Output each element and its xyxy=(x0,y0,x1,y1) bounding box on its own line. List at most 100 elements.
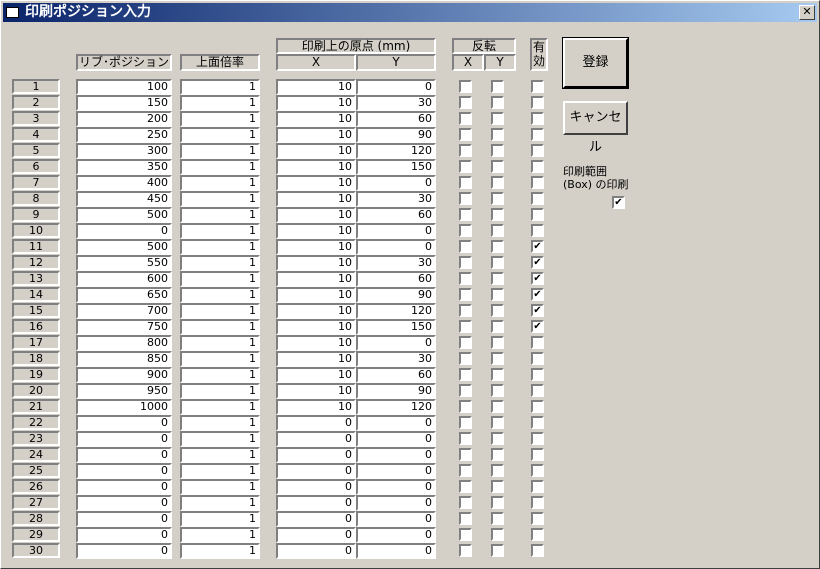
origin-y-input[interactable]: 150 xyxy=(356,319,436,335)
origin-y-input[interactable]: 90 xyxy=(356,287,436,303)
flip-y-checkbox[interactable] xyxy=(491,464,504,477)
ribbon-position-input[interactable]: 750 xyxy=(76,319,172,335)
origin-x-input[interactable]: 10 xyxy=(276,271,356,287)
valid-checkbox[interactable] xyxy=(531,336,544,349)
ribbon-position-input[interactable]: 100 xyxy=(76,79,172,95)
origin-x-input[interactable]: 0 xyxy=(276,543,356,559)
origin-y-input[interactable]: 0 xyxy=(356,463,436,479)
origin-x-input[interactable]: 10 xyxy=(276,399,356,415)
flip-y-checkbox[interactable] xyxy=(491,320,504,333)
flip-y-checkbox[interactable] xyxy=(491,496,504,509)
origin-y-input[interactable]: 90 xyxy=(356,127,436,143)
valid-checkbox[interactable] xyxy=(531,144,544,157)
flip-x-checkbox[interactable] xyxy=(459,192,472,205)
flip-y-checkbox[interactable] xyxy=(491,448,504,461)
flip-x-checkbox[interactable] xyxy=(459,80,472,93)
flip-y-checkbox[interactable] xyxy=(491,80,504,93)
ribbon-position-input[interactable]: 0 xyxy=(76,431,172,447)
flip-x-checkbox[interactable] xyxy=(459,96,472,109)
ribbon-position-input[interactable]: 0 xyxy=(76,495,172,511)
ribbon-position-input[interactable]: 450 xyxy=(76,191,172,207)
flip-x-checkbox[interactable] xyxy=(459,304,472,317)
flip-x-checkbox[interactable] xyxy=(459,336,472,349)
flip-y-checkbox[interactable] xyxy=(491,96,504,109)
origin-y-input[interactable]: 0 xyxy=(356,447,436,463)
scale-input[interactable]: 1 xyxy=(180,143,260,159)
flip-y-checkbox[interactable] xyxy=(491,336,504,349)
valid-checkbox[interactable] xyxy=(531,400,544,413)
flip-y-checkbox[interactable] xyxy=(491,432,504,445)
flip-x-checkbox[interactable] xyxy=(459,352,472,365)
origin-x-input[interactable]: 10 xyxy=(276,111,356,127)
origin-y-input[interactable]: 90 xyxy=(356,383,436,399)
origin-x-input[interactable]: 0 xyxy=(276,495,356,511)
flip-x-checkbox[interactable] xyxy=(459,528,472,541)
flip-y-checkbox[interactable] xyxy=(491,240,504,253)
flip-x-checkbox[interactable] xyxy=(459,416,472,429)
origin-y-input[interactable]: 0 xyxy=(356,415,436,431)
origin-x-input[interactable]: 0 xyxy=(276,527,356,543)
ribbon-position-input[interactable]: 200 xyxy=(76,111,172,127)
scale-input[interactable]: 1 xyxy=(180,127,260,143)
origin-x-input[interactable]: 10 xyxy=(276,143,356,159)
flip-y-checkbox[interactable] xyxy=(491,400,504,413)
ribbon-position-input[interactable]: 600 xyxy=(76,271,172,287)
scale-input[interactable]: 1 xyxy=(180,415,260,431)
flip-x-checkbox[interactable] xyxy=(459,224,472,237)
flip-x-checkbox[interactable] xyxy=(459,464,472,477)
origin-y-input[interactable]: 60 xyxy=(356,271,436,287)
scale-input[interactable]: 1 xyxy=(180,223,260,239)
scale-input[interactable]: 1 xyxy=(180,239,260,255)
flip-x-checkbox[interactable] xyxy=(459,240,472,253)
valid-checkbox[interactable] xyxy=(531,448,544,461)
origin-y-input[interactable]: 60 xyxy=(356,111,436,127)
flip-x-checkbox[interactable] xyxy=(459,112,472,125)
flip-y-checkbox[interactable] xyxy=(491,176,504,189)
flip-y-checkbox[interactable] xyxy=(491,544,504,557)
origin-y-input[interactable]: 0 xyxy=(356,495,436,511)
flip-x-checkbox[interactable] xyxy=(459,480,472,493)
ribbon-position-input[interactable]: 800 xyxy=(76,335,172,351)
valid-checkbox[interactable] xyxy=(531,432,544,445)
origin-x-input[interactable]: 10 xyxy=(276,351,356,367)
origin-x-input[interactable]: 0 xyxy=(276,479,356,495)
flip-y-checkbox[interactable] xyxy=(491,384,504,397)
ribbon-position-input[interactable]: 500 xyxy=(76,207,172,223)
flip-x-checkbox[interactable] xyxy=(459,288,472,301)
origin-y-input[interactable]: 0 xyxy=(356,543,436,559)
origin-y-input[interactable]: 0 xyxy=(356,511,436,527)
origin-x-input[interactable]: 10 xyxy=(276,303,356,319)
ribbon-position-input[interactable]: 0 xyxy=(76,543,172,559)
scale-input[interactable]: 1 xyxy=(180,159,260,175)
ribbon-position-input[interactable]: 150 xyxy=(76,95,172,111)
flip-y-checkbox[interactable] xyxy=(491,192,504,205)
flip-y-checkbox[interactable] xyxy=(491,528,504,541)
origin-x-input[interactable]: 10 xyxy=(276,191,356,207)
flip-y-checkbox[interactable] xyxy=(491,208,504,221)
valid-checkbox[interactable]: ✔ xyxy=(531,272,544,285)
origin-x-input[interactable]: 10 xyxy=(276,79,356,95)
origin-y-input[interactable]: 0 xyxy=(356,431,436,447)
valid-checkbox[interactable] xyxy=(531,128,544,141)
flip-x-checkbox[interactable] xyxy=(459,208,472,221)
origin-x-input[interactable]: 0 xyxy=(276,511,356,527)
origin-x-input[interactable]: 10 xyxy=(276,223,356,239)
origin-y-input[interactable]: 0 xyxy=(356,335,436,351)
valid-checkbox[interactable]: ✔ xyxy=(531,288,544,301)
flip-x-checkbox[interactable] xyxy=(459,496,472,509)
flip-x-checkbox[interactable] xyxy=(459,400,472,413)
ribbon-position-input[interactable]: 250 xyxy=(76,127,172,143)
ribbon-position-input[interactable]: 850 xyxy=(76,351,172,367)
origin-y-input[interactable]: 0 xyxy=(356,175,436,191)
origin-y-input[interactable]: 150 xyxy=(356,159,436,175)
scale-input[interactable]: 1 xyxy=(180,207,260,223)
flip-x-checkbox[interactable] xyxy=(459,448,472,461)
flip-y-checkbox[interactable] xyxy=(491,304,504,317)
flip-x-checkbox[interactable] xyxy=(459,272,472,285)
valid-checkbox[interactable] xyxy=(531,352,544,365)
origin-x-input[interactable]: 10 xyxy=(276,175,356,191)
valid-checkbox[interactable] xyxy=(531,208,544,221)
valid-checkbox[interactable] xyxy=(531,96,544,109)
flip-y-checkbox[interactable] xyxy=(491,144,504,157)
scale-input[interactable]: 1 xyxy=(180,495,260,511)
